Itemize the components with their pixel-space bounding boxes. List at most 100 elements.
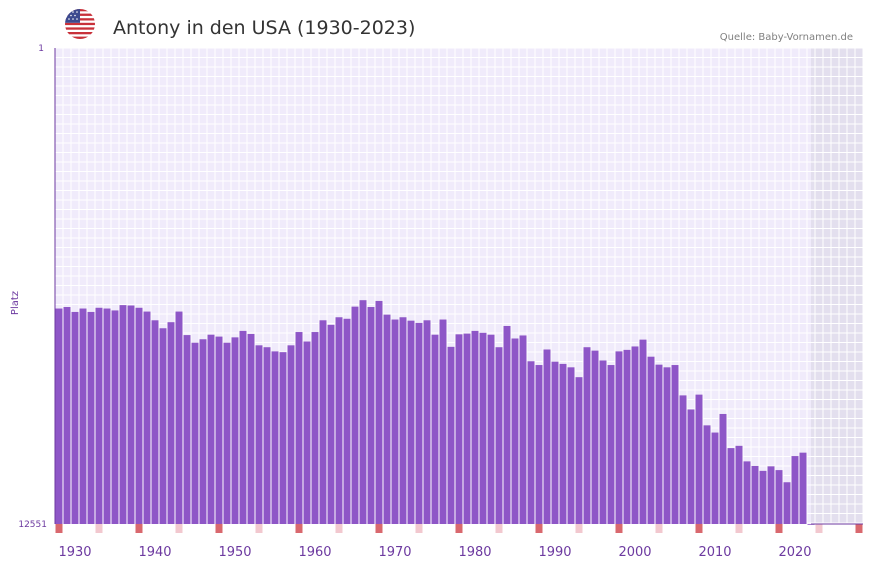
- bar-1949: [223, 342, 231, 524]
- bar-1953: [255, 345, 263, 524]
- year-marker-2028: [855, 524, 863, 533]
- bar-1951: [239, 330, 247, 524]
- bar-1955: [271, 351, 279, 524]
- y-axis-label: Platz: [10, 291, 21, 315]
- year-marker-2008: [695, 524, 703, 533]
- y-tick-top: 1: [38, 44, 44, 54]
- year-marker-1993: [575, 524, 583, 533]
- bar-1993: [575, 377, 583, 524]
- bar-1966: [359, 300, 367, 524]
- bar-1940: [151, 320, 159, 524]
- bar-2016: [759, 470, 767, 524]
- y-tick-bottom: 12551: [18, 520, 47, 530]
- bar-1976: [439, 319, 447, 524]
- year-marker-1968: [375, 524, 383, 533]
- x-tick-1970: 1970: [378, 545, 411, 560]
- year-marker-1958: [295, 524, 303, 533]
- bar-1996: [599, 360, 607, 524]
- bar-1980: [471, 330, 479, 524]
- x-tick-1950: 1950: [218, 545, 251, 560]
- bar-1942: [167, 322, 175, 524]
- bar-1984: [503, 325, 511, 524]
- bar-1985: [511, 338, 519, 524]
- bar-2014: [743, 461, 751, 524]
- bar-1948: [215, 336, 223, 524]
- bar-1978: [455, 334, 463, 524]
- bar-1936: [119, 305, 127, 524]
- bar-2001: [639, 339, 647, 524]
- year-marker-1933: [95, 524, 103, 533]
- year-marker-2023: [815, 524, 823, 533]
- bar-1994: [583, 347, 591, 524]
- bar-1958: [295, 332, 303, 524]
- x-tick-1930: 1930: [58, 545, 91, 560]
- bar-2017: [767, 466, 775, 524]
- year-marker-2003: [655, 524, 663, 533]
- year-markers: [55, 524, 863, 533]
- year-marker-1963: [335, 524, 343, 533]
- bar-1970: [391, 319, 399, 524]
- bar-2000: [631, 346, 639, 524]
- bar-1982: [487, 334, 495, 524]
- bar-series: [55, 300, 815, 525]
- bar-1969: [383, 314, 391, 524]
- bar-1934: [103, 308, 111, 524]
- bar-1950: [231, 337, 239, 524]
- bar-1977: [447, 346, 455, 524]
- bar-1944: [183, 335, 191, 524]
- bar-1960: [311, 332, 319, 524]
- bar-1983: [495, 347, 503, 524]
- bar-1932: [87, 311, 95, 524]
- x-tick-2020: 2020: [778, 545, 811, 560]
- year-marker-1988: [535, 524, 543, 533]
- bar-2018: [775, 470, 783, 524]
- bar-1999: [623, 349, 631, 524]
- year-marker-1928: [55, 524, 63, 533]
- bar-2015: [751, 465, 759, 524]
- bar-2013: [735, 445, 743, 524]
- bar-2020: [791, 456, 799, 524]
- bar-2011: [719, 413, 727, 524]
- bar-1947: [207, 334, 215, 524]
- x-tick-1960: 1960: [298, 545, 331, 560]
- bar-1939: [143, 311, 151, 524]
- bar-1979: [463, 333, 471, 524]
- year-marker-1938: [135, 524, 143, 533]
- bar-1974: [423, 320, 431, 524]
- bar-1962: [327, 324, 335, 524]
- x-tick-1940: 1940: [138, 545, 171, 560]
- bar-1968: [375, 300, 383, 524]
- bar-1992: [567, 367, 575, 524]
- bar-1943: [175, 311, 183, 524]
- year-marker-1973: [415, 524, 423, 533]
- year-marker-1943: [175, 524, 183, 533]
- bar-2008: [695, 394, 703, 524]
- bar-1931: [79, 308, 87, 524]
- x-tick-1980: 1980: [458, 545, 491, 560]
- bar-1956: [279, 352, 287, 524]
- bar-2006: [679, 395, 687, 524]
- bar-1961: [319, 320, 327, 524]
- x-tick-2000: 2000: [618, 545, 651, 560]
- bar-1990: [551, 361, 559, 524]
- bar-1954: [263, 347, 271, 524]
- bar-2002: [647, 356, 655, 524]
- bar-1938: [135, 307, 143, 524]
- bar-2004: [663, 367, 671, 524]
- year-marker-1978: [455, 524, 463, 533]
- bar-1975: [431, 334, 439, 524]
- bar-2019: [783, 482, 791, 524]
- year-marker-1948: [215, 524, 223, 533]
- bar-1997: [607, 365, 615, 524]
- bar-1941: [159, 328, 167, 524]
- year-marker-1998: [615, 524, 623, 533]
- bar-2009: [703, 425, 711, 524]
- bar-1928: [55, 308, 63, 524]
- bar-1988: [535, 365, 543, 524]
- bar-1957: [287, 345, 295, 524]
- bar-1952: [247, 333, 255, 524]
- bar-1981: [479, 332, 487, 524]
- bar-1946: [199, 339, 207, 524]
- bar-2012: [727, 448, 735, 524]
